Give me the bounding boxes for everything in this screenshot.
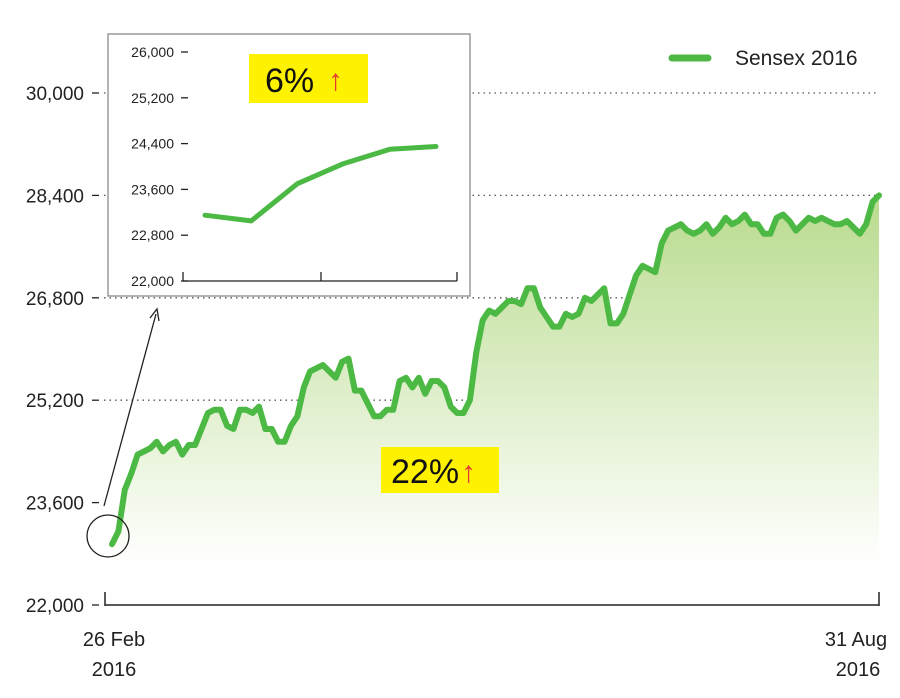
- x-axis: [104, 592, 880, 606]
- y-tick-label: 28,400: [26, 186, 84, 207]
- inset-y-tick-label: 24,400: [131, 136, 174, 152]
- y-tick-label: 22,000: [26, 596, 84, 617]
- inset-y-tick-label: 22,000: [131, 273, 174, 289]
- annotation-arrow-icon: ↑: [461, 456, 476, 489]
- x-start-label-line2: 2016: [92, 659, 137, 681]
- inset-y-axis-ticks: 22,000 22,800 23,600 24,400 25,200 26,000: [131, 44, 188, 289]
- legend: Sensex 2016: [668, 47, 858, 70]
- annotation-badge: 22% ↑: [381, 447, 499, 493]
- inset-x-axis: [182, 272, 458, 282]
- legend-label: Sensex 2016: [735, 47, 858, 70]
- y-tick-label: 25,200: [26, 391, 84, 412]
- callout-arrow: [103, 313, 157, 507]
- y-axis-ticks: 22,000 23,600 25,200 26,800 28,400 30,000: [26, 84, 99, 617]
- series-line-sensex: [109, 192, 882, 548]
- inset-badge-bg: [249, 54, 368, 103]
- start-marker: [86, 307, 160, 558]
- inset-y-tick-label: 25,200: [131, 90, 174, 106]
- annotation-label: 22%: [391, 453, 459, 491]
- start-circle: [86, 514, 130, 558]
- inset-annotation-arrow-icon: ↑: [328, 64, 343, 97]
- inset-y-tick-label: 26,000: [131, 44, 174, 60]
- inset-annotation-label: 6%: [265, 62, 314, 100]
- x-start-label-line1: 26 Feb: [83, 629, 145, 651]
- callout-arrowhead-icon: [149, 307, 160, 322]
- area-fill: [112, 195, 879, 565]
- inset-y-tick-label: 22,800: [131, 227, 174, 243]
- x-end-label-line2: 2016: [836, 659, 881, 681]
- x-end-label-line1: 31 Aug: [825, 629, 887, 651]
- y-tick-label: 26,800: [26, 289, 84, 310]
- y-tick-label: 30,000: [26, 84, 84, 105]
- inset-y-tick-label: 23,600: [131, 181, 174, 197]
- y-tick-label: 23,600: [26, 494, 84, 515]
- inset-series-line: [202, 144, 439, 224]
- annotation-badge-bg: [381, 447, 499, 493]
